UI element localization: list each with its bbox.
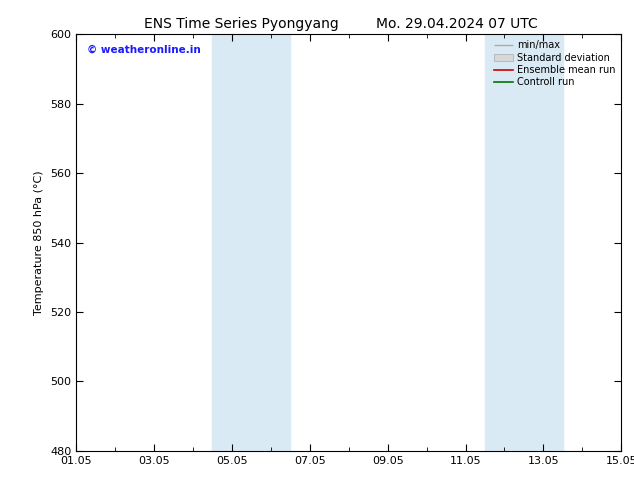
Text: © weatheronline.in: © weatheronline.in [87,45,201,55]
Text: ENS Time Series Pyongyang: ENS Time Series Pyongyang [143,17,339,31]
Text: Mo. 29.04.2024 07 UTC: Mo. 29.04.2024 07 UTC [375,17,538,31]
Legend: min/max, Standard deviation, Ensemble mean run, Controll run: min/max, Standard deviation, Ensemble me… [489,36,619,91]
Bar [485,34,563,451]
Y-axis label: Temperature 850 hPa (°C): Temperature 850 hPa (°C) [34,170,44,315]
Bar [212,34,290,451]
